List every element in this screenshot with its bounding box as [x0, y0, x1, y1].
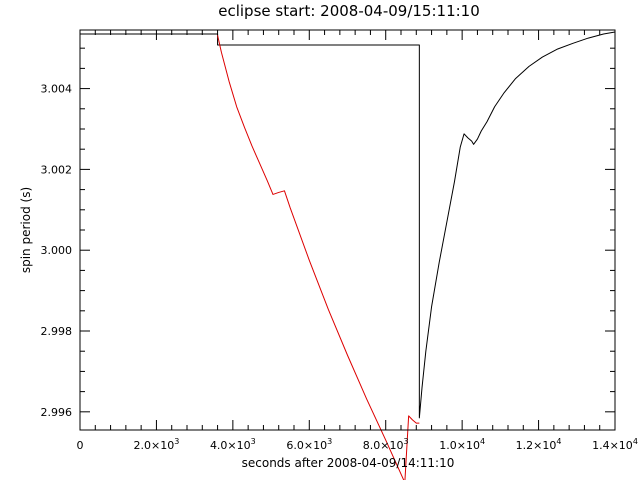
x-tick-label: 0 [77, 439, 84, 452]
y-tick-label: 3.004 [41, 83, 73, 96]
y-tick-label: 2.998 [41, 325, 73, 338]
x-axis-label: seconds after 2008-04-09/14:11:10 [242, 456, 455, 470]
series-layer [80, 31, 616, 480]
series-line-2 [217, 35, 420, 480]
y-tick-label: 2.996 [41, 406, 73, 419]
x-tick-label: 6.0×103 [286, 437, 332, 452]
y-tick-label: 3.000 [41, 244, 73, 257]
x-tick-label: 1.0×104 [439, 437, 485, 452]
x-tick-label: 1.2×104 [516, 437, 562, 452]
series-line-1 [80, 31, 616, 419]
x-tick-label: 1.4×104 [592, 437, 638, 452]
x-tick-label: 4.0×103 [210, 437, 256, 452]
chart-title: eclipse start: 2008-04-09/15:11:10 [218, 2, 480, 20]
x-tick-label: 2.0×103 [134, 437, 180, 452]
plot-frame [79, 29, 616, 431]
x-tick-label: 8.0×103 [363, 437, 409, 452]
y-axis-label: spin period (s) [19, 187, 33, 273]
ticks-layer: 0 2.0×103 4.0×103 6.0×103 8.0×103 1.0×104 1.2×… [41, 30, 638, 452]
y-tick-label: 3.002 [41, 163, 73, 176]
